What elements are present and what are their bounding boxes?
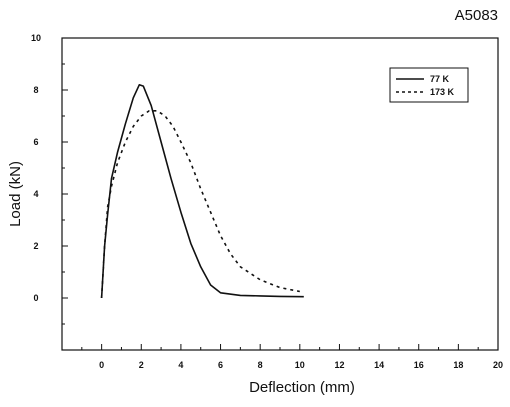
x-tick-label: 2 <box>139 360 144 370</box>
series-line-1 <box>100 84 304 299</box>
x-tick-label: 4 <box>178 360 183 370</box>
legend-label-1: 77 K <box>430 74 450 84</box>
x-axis-title: Deflection (mm) <box>249 379 355 396</box>
y-tick-label: 8 <box>33 85 38 95</box>
x-tick-label: 6 <box>218 360 223 370</box>
x-tick-label: 10 <box>295 360 305 370</box>
x-tick-label: 14 <box>374 360 384 370</box>
x-tick-label: 20 <box>493 360 503 370</box>
y-tick-label: 0 <box>33 293 38 303</box>
y-tick-label: 10 <box>31 33 41 43</box>
x-tick-label: 18 <box>453 360 463 370</box>
legend: 77 K 173 K <box>389 67 469 103</box>
y-tick-label: 2 <box>33 241 38 251</box>
x-tick-label: 12 <box>334 360 344 370</box>
chart-title: A5083 <box>455 7 498 24</box>
y-tick-label: 4 <box>33 189 38 199</box>
series-layer <box>100 84 304 299</box>
y-tick-label: 6 <box>33 137 38 147</box>
x-tick-label: 8 <box>258 360 263 370</box>
x-tick-label: 0 <box>99 360 104 370</box>
y-axis-title: Load (kN) <box>7 161 24 227</box>
y-axis: 0 2 4 6 8 10 <box>31 33 68 351</box>
x-axis: 0 2 4 6 8 10 12 14 16 18 20 <box>61 344 503 370</box>
legend-box <box>389 67 469 103</box>
x-tick-label: 16 <box>414 360 424 370</box>
series-line-2 <box>100 110 300 299</box>
legend-label-2: 173 K <box>430 87 455 97</box>
